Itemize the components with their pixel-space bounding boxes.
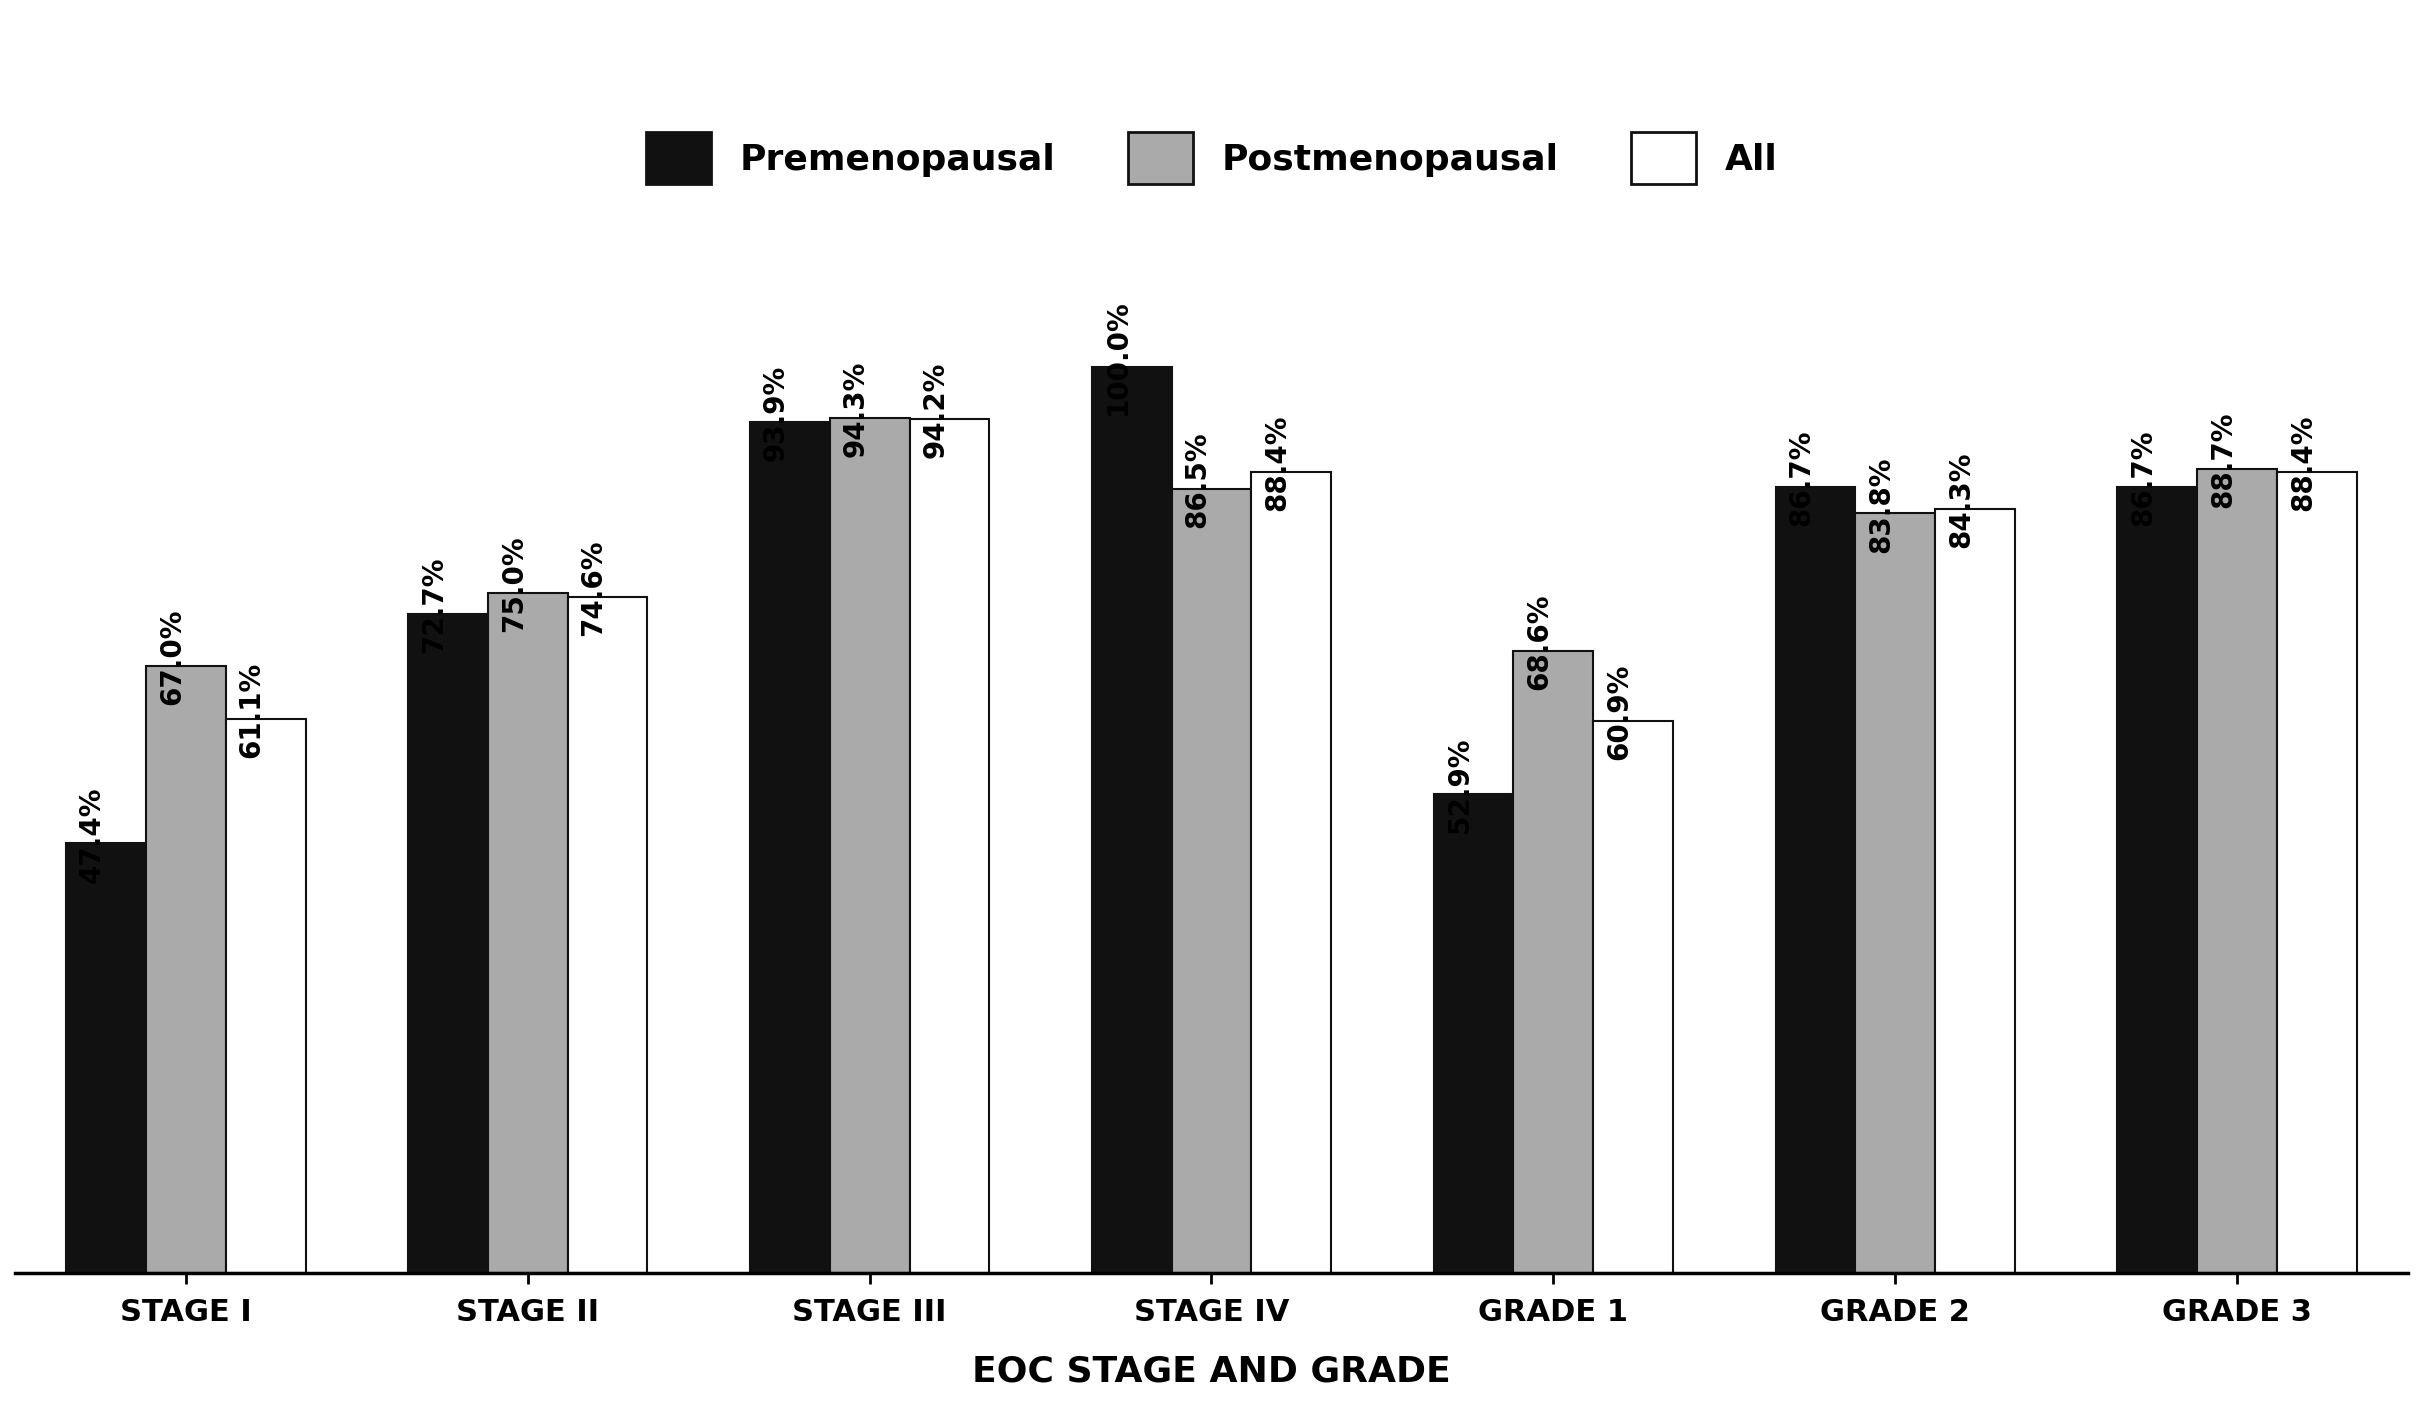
Bar xyxy=(407,614,487,1273)
Bar xyxy=(1856,514,1936,1273)
Bar xyxy=(1514,651,1594,1273)
Bar xyxy=(487,594,567,1273)
Text: 83.8%: 83.8% xyxy=(1868,456,1895,553)
Bar xyxy=(225,719,305,1273)
Text: 84.3%: 84.3% xyxy=(1948,452,1975,548)
Bar xyxy=(567,597,647,1273)
X-axis label: EOC STAGE AND GRADE: EOC STAGE AND GRADE xyxy=(972,1355,1451,1389)
Legend: Premenopausal, Postmenopausal, All: Premenopausal, Postmenopausal, All xyxy=(628,114,1795,202)
Text: 68.6%: 68.6% xyxy=(1526,594,1553,691)
Text: 86.7%: 86.7% xyxy=(2130,430,2156,526)
Text: 72.7%: 72.7% xyxy=(419,557,448,653)
Text: 100.0%: 100.0% xyxy=(1105,299,1132,416)
Text: 75.0%: 75.0% xyxy=(499,536,528,632)
Bar xyxy=(1776,487,1856,1273)
Text: 67.0%: 67.0% xyxy=(157,608,187,705)
Text: 88.4%: 88.4% xyxy=(2290,414,2316,511)
Text: 61.1%: 61.1% xyxy=(237,663,267,758)
Bar xyxy=(1594,722,1672,1273)
Bar xyxy=(1173,489,1250,1273)
Text: 86.7%: 86.7% xyxy=(1788,430,1815,526)
Text: 94.3%: 94.3% xyxy=(841,361,870,458)
Text: 94.2%: 94.2% xyxy=(921,362,950,458)
Bar xyxy=(829,418,909,1273)
Bar xyxy=(1936,508,2016,1273)
Text: 52.9%: 52.9% xyxy=(1447,736,1473,833)
Bar xyxy=(751,421,829,1273)
Bar xyxy=(65,844,145,1273)
Text: 47.4%: 47.4% xyxy=(78,786,107,883)
Bar xyxy=(1093,366,1173,1273)
Text: 93.9%: 93.9% xyxy=(761,365,790,461)
Bar xyxy=(1250,472,1330,1273)
Bar xyxy=(145,665,225,1273)
Text: 88.4%: 88.4% xyxy=(1262,414,1291,511)
Text: 60.9%: 60.9% xyxy=(1604,664,1633,760)
Text: 74.6%: 74.6% xyxy=(579,539,608,636)
Bar xyxy=(2118,487,2198,1273)
Bar xyxy=(2278,472,2358,1273)
Bar xyxy=(1434,793,1514,1273)
Bar xyxy=(2198,469,2278,1273)
Text: 86.5%: 86.5% xyxy=(1182,431,1212,528)
Bar xyxy=(909,420,989,1273)
Text: 88.7%: 88.7% xyxy=(2210,411,2236,508)
